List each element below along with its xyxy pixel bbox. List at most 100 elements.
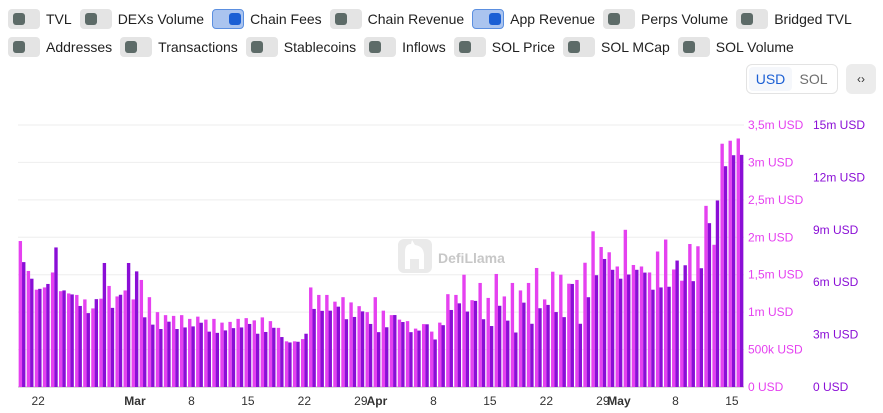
- bar-app-revenue[interactable]: [344, 319, 349, 387]
- bar-app-revenue[interactable]: [401, 322, 405, 387]
- bar-app-revenue[interactable]: [586, 297, 591, 387]
- bar-chain-fees[interactable]: [438, 322, 442, 387]
- sol-button[interactable]: SOL: [799, 71, 828, 87]
- bar-chain-fees[interactable]: [688, 244, 692, 387]
- bar-app-revenue[interactable]: [247, 323, 252, 387]
- bar-app-revenue[interactable]: [667, 286, 671, 387]
- bar-chain-fees[interactable]: [381, 310, 386, 387]
- bar-chain-fees[interactable]: [83, 299, 87, 387]
- bar-chain-fees[interactable]: [317, 294, 321, 387]
- bar-app-revenue[interactable]: [489, 326, 494, 387]
- bar-app-revenue[interactable]: [280, 337, 284, 387]
- toggle-switch[interactable]: [329, 9, 362, 29]
- bar-app-revenue[interactable]: [594, 275, 599, 387]
- bar-app-revenue[interactable]: [272, 327, 276, 387]
- bar-app-revenue[interactable]: [46, 283, 50, 387]
- toggle-tvl[interactable]: TVL: [8, 9, 72, 29]
- bar-app-revenue[interactable]: [376, 332, 381, 387]
- bar-app-revenue[interactable]: [167, 321, 171, 387]
- toggle-switch[interactable]: [736, 9, 769, 29]
- bar-app-revenue[interactable]: [312, 308, 316, 387]
- bar-app-revenue[interactable]: [304, 333, 308, 387]
- bar-app-revenue[interactable]: [175, 329, 179, 387]
- bar-app-revenue[interactable]: [433, 339, 437, 387]
- bar-chain-fees[interactable]: [446, 294, 450, 387]
- bar-app-revenue[interactable]: [320, 310, 324, 387]
- bar-chain-fees[interactable]: [470, 300, 474, 387]
- toggle-switch[interactable]: [603, 9, 636, 29]
- bar-chain-fees[interactable]: [284, 341, 289, 387]
- bar-app-revenue[interactable]: [159, 329, 163, 387]
- bar-chain-fees[interactable]: [236, 318, 240, 387]
- bar-app-revenue[interactable]: [473, 300, 478, 387]
- bar-chain-fees[interactable]: [478, 282, 482, 387]
- bar-chain-fees[interactable]: [421, 324, 426, 387]
- bar-app-revenue[interactable]: [328, 310, 332, 387]
- bar-chain-fees[interactable]: [244, 318, 248, 387]
- bar-app-revenue[interactable]: [554, 312, 558, 387]
- bar-app-revenue[interactable]: [417, 330, 421, 387]
- bar-chain-fees[interactable]: [454, 294, 458, 387]
- bar-app-revenue[interactable]: [739, 154, 744, 387]
- bar-app-revenue[interactable]: [715, 200, 720, 387]
- toggle-switch[interactable]: [120, 37, 153, 57]
- bar-app-revenue[interactable]: [38, 288, 42, 387]
- toggle-chain-fees[interactable]: Chain Fees: [212, 9, 322, 29]
- bar-app-revenue[interactable]: [449, 309, 453, 387]
- bar-app-revenue[interactable]: [699, 268, 704, 387]
- bar-app-revenue[interactable]: [352, 316, 357, 387]
- toggle-addresses[interactable]: Addresses: [8, 37, 112, 57]
- bar-app-revenue[interactable]: [54, 247, 58, 387]
- bar-chain-fees[interactable]: [430, 331, 434, 387]
- bar-app-revenue[interactable]: [602, 258, 607, 387]
- toggle-transactions[interactable]: Transactions: [120, 37, 238, 57]
- bar-chain-fees[interactable]: [405, 321, 410, 387]
- bar-chain-fees[interactable]: [212, 318, 216, 387]
- bar-chain-fees[interactable]: [534, 267, 539, 387]
- bar-chain-fees[interactable]: [373, 297, 377, 387]
- bar-app-revenue[interactable]: [183, 327, 187, 387]
- bar-chain-fees[interactable]: [268, 321, 273, 387]
- toggle-dexs-volume[interactable]: DEXs Volume: [79, 9, 204, 29]
- toggle-switch[interactable]: [212, 9, 245, 29]
- bar-app-revenue[interactable]: [255, 333, 260, 387]
- bar-app-revenue[interactable]: [78, 305, 82, 387]
- bar-chain-fees[interactable]: [91, 308, 95, 387]
- toggle-switch[interactable]: [79, 9, 112, 29]
- bar-chain-fees[interactable]: [333, 301, 337, 387]
- bar-chain-fees[interactable]: [720, 143, 724, 387]
- bar-app-revenue[interactable]: [627, 274, 631, 387]
- bar-chain-fees[interactable]: [300, 339, 305, 387]
- bar-chain-fees[interactable]: [510, 282, 515, 387]
- toggle-sol-volume[interactable]: SOL Volume: [677, 37, 794, 57]
- bar-chain-fees[interactable]: [155, 312, 160, 387]
- bar-app-revenue[interactable]: [151, 324, 155, 387]
- bar-app-revenue[interactable]: [530, 323, 534, 387]
- bar-chain-fees[interactable]: [220, 322, 224, 387]
- bar-app-revenue[interactable]: [30, 278, 34, 387]
- bar-app-revenue[interactable]: [659, 287, 663, 387]
- bar-app-revenue[interactable]: [497, 305, 502, 387]
- toggle-sol-mcap[interactable]: SOL MCap: [563, 37, 670, 57]
- bar-chain-fees[interactable]: [413, 328, 418, 387]
- bar-chain-fees[interactable]: [107, 285, 111, 387]
- bar-chain-fees[interactable]: [228, 321, 232, 387]
- bar-app-revenue[interactable]: [506, 320, 510, 387]
- bar-chain-fees[interactable]: [276, 327, 281, 387]
- bar-app-revenue[interactable]: [134, 271, 139, 387]
- bar-app-revenue[interactable]: [118, 294, 123, 387]
- toggle-switch[interactable]: [472, 9, 505, 29]
- bar-chain-fees[interactable]: [99, 298, 103, 387]
- bar-chain-fees[interactable]: [357, 306, 361, 387]
- toggle-switch[interactable]: [8, 9, 40, 29]
- bar-chain-fees[interactable]: [163, 315, 168, 387]
- bar-app-revenue[interactable]: [385, 327, 389, 387]
- bar-app-revenue[interactable]: [578, 323, 583, 387]
- bar-chain-fees[interactable]: [252, 320, 256, 387]
- toggle-switch[interactable]: [677, 37, 710, 57]
- bar-app-revenue[interactable]: [126, 262, 131, 387]
- bar-app-revenue[interactable]: [207, 331, 211, 387]
- toggle-switch[interactable]: [364, 37, 397, 57]
- bar-app-revenue[interactable]: [522, 302, 526, 387]
- bar-chain-fees[interactable]: [663, 239, 668, 387]
